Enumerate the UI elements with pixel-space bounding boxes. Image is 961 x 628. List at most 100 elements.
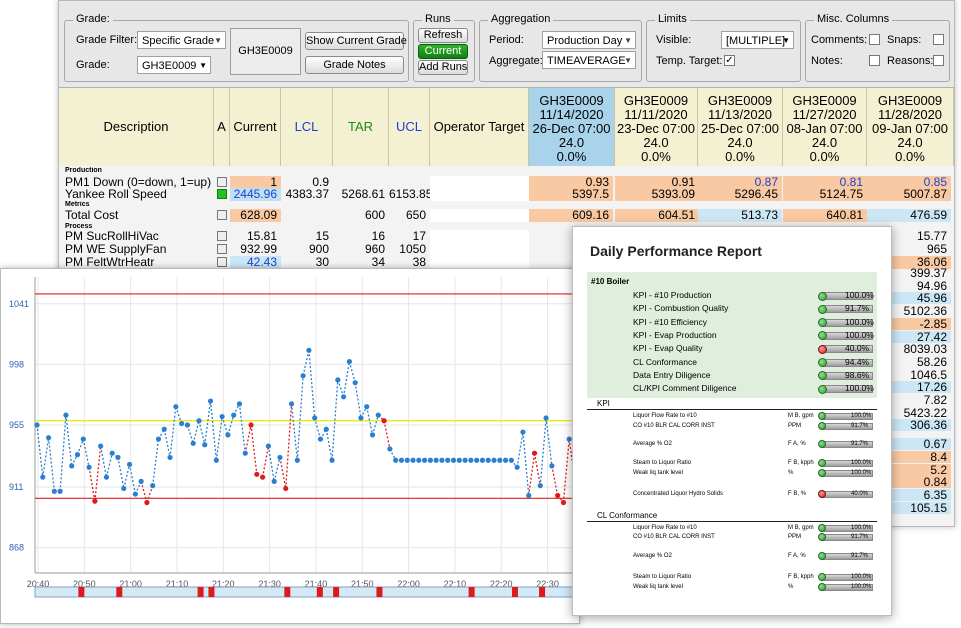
run-header-value: 24.0: [811, 135, 838, 150]
series-segment: [99, 446, 108, 478]
data-point: [202, 442, 208, 448]
run-header[interactable]: GH3E0009 11/27/2020 08-Jan 07:00 24.0 0.0%: [783, 88, 867, 166]
run-value: 5007.87: [867, 188, 951, 201]
refresh-button[interactable]: Refresh: [418, 28, 468, 43]
notes-checkbox[interactable]: [869, 55, 880, 66]
x-tick-label: 21:50: [351, 579, 374, 589]
current-value: 15.81: [246, 230, 277, 243]
lcl-header[interactable]: LCL: [281, 88, 333, 166]
data-point: [74, 452, 81, 458]
series-segment: [533, 453, 541, 486]
run-value: 476.59: [867, 209, 951, 222]
data-point: [335, 377, 341, 383]
metric-unit: F A, %: [788, 441, 806, 447]
metric-value: 100.0%: [851, 574, 872, 580]
process-section-label: Process: [65, 223, 93, 230]
row-action-button[interactable]: [217, 210, 227, 220]
status-ok-icon: [818, 422, 826, 430]
metric-label: Liquor Flow Rate to #10: [633, 413, 697, 419]
row-action-button[interactable]: [217, 177, 227, 187]
description-header[interactable]: Description: [59, 88, 214, 166]
series-segment: [551, 465, 559, 496]
status-ok-icon: [818, 358, 827, 367]
temp-target-checkbox[interactable]: ✓: [724, 55, 735, 66]
data-point: [121, 485, 127, 492]
status-ok-icon: [818, 318, 827, 328]
data-point: [150, 483, 156, 489]
row-label[interactable]: Yankee Roll Speed: [65, 188, 167, 201]
metric-unit: %: [788, 470, 794, 476]
run-value: 0.85: [867, 176, 951, 189]
ucl-value: 6153.85: [389, 188, 430, 201]
run-header[interactable]: GH3E0009 11/11/2020 23-Dec 07:00 24.0 0.0%: [615, 88, 698, 166]
row-label[interactable]: PM FeltWtrHeatr: [65, 256, 155, 269]
show-current-grade-button[interactable]: Show Current Grade: [305, 32, 407, 50]
run-header-time: 26-Dec 07:00: [532, 121, 611, 136]
run-value: 399.37: [910, 267, 947, 279]
row-label[interactable]: PM WE SupplyFan: [65, 243, 167, 256]
data-point: [323, 426, 329, 432]
trend-chart[interactable]: 1041 998 955 911 868 20:40 20:50 21:00 21:10 21:2…: [1, 269, 579, 623]
metric-unit: F B, %: [788, 491, 807, 497]
run-value: 0.93: [529, 176, 613, 189]
series-segment: [42, 437, 50, 478]
row-action-button[interactable]: [217, 257, 227, 267]
run-header[interactable]: GH3E0009 11/14/2020 26-Dec 07:00 24.0 0.0%: [529, 88, 615, 166]
lcl-value: [281, 209, 333, 222]
series-segment: [238, 403, 246, 454]
grade-filter-select[interactable]: Specific Grade ▼: [137, 31, 226, 49]
visible-limits-select[interactable]: [MULTIPLE] ▼: [721, 31, 794, 49]
data-point: [155, 436, 162, 442]
run-header-grade: GH3E0009: [877, 93, 943, 108]
tar-header[interactable]: TAR: [333, 88, 389, 166]
row-action-button[interactable]: [217, 231, 227, 241]
run-header[interactable]: GH3E0009 11/28/2020 09-Jan 07:00 24.0 0.0%: [867, 88, 954, 166]
grade-label: Grade:: [76, 59, 110, 71]
row-label[interactable]: Total Cost: [65, 209, 119, 222]
run-header[interactable]: GH3E0009 11/13/2020 25-Dec 07:00 24.0 0.0%: [698, 88, 783, 166]
comments-checkbox[interactable]: [869, 34, 880, 45]
grade-select[interactable]: GH3E0009 ▼: [137, 56, 211, 74]
metric-value: 91.7%: [851, 534, 869, 540]
data-point: [196, 418, 202, 424]
grade-notes-button[interactable]: Grade Notes: [305, 56, 404, 74]
ucl-header[interactable]: UCL: [389, 88, 430, 166]
alarm-indicator[interactable]: [217, 189, 227, 199]
data-point: [445, 457, 451, 463]
alarm-marker: [78, 587, 85, 597]
data-point: [184, 422, 191, 428]
add-runs-button[interactable]: Add Runs: [418, 60, 468, 75]
run-header-pct: 0.0%: [641, 149, 671, 164]
data-point: [236, 401, 243, 407]
ucl-value: 38: [412, 256, 426, 269]
data-point: [491, 457, 497, 463]
reasons-checkbox[interactable]: [933, 55, 944, 66]
current-button[interactable]: Current: [418, 44, 468, 59]
series-segment: [65, 415, 73, 466]
row-label[interactable]: PM1 Down (0=down, 1=up): [65, 176, 212, 189]
aggregate-select[interactable]: TIMEAVERAGE ▼: [542, 51, 636, 69]
row-label[interactable]: PM SucRollHiVac: [65, 230, 159, 243]
data-point: [132, 491, 138, 497]
run-value: 5124.75: [783, 188, 867, 201]
metric-label: Average % O2: [633, 553, 672, 559]
run-header-date: 11/13/2020: [707, 107, 773, 122]
data-point: [341, 394, 347, 400]
series-segment: [198, 420, 206, 445]
chevron-down-icon: ▼: [199, 61, 207, 70]
x-tick-label: 21:00: [119, 579, 142, 589]
series-segment: [279, 457, 287, 489]
row-action-button[interactable]: [217, 244, 227, 254]
report-title: Daily Performance Report: [590, 243, 762, 259]
snaps-label: Snaps:: [887, 34, 922, 46]
series-segment: [290, 403, 298, 461]
current-header[interactable]: Current: [230, 88, 281, 166]
operator-target-header[interactable]: Operator Target: [430, 88, 529, 166]
chevron-down-icon: ▼: [624, 56, 632, 65]
a-header[interactable]: A: [214, 88, 230, 166]
snaps-checkbox[interactable]: [933, 34, 944, 45]
run-value: 17.26: [889, 381, 951, 394]
period-select[interactable]: Production Day ▼: [542, 31, 636, 49]
run-value: 5296.45: [698, 188, 782, 201]
operator-target-cell: [430, 243, 529, 256]
